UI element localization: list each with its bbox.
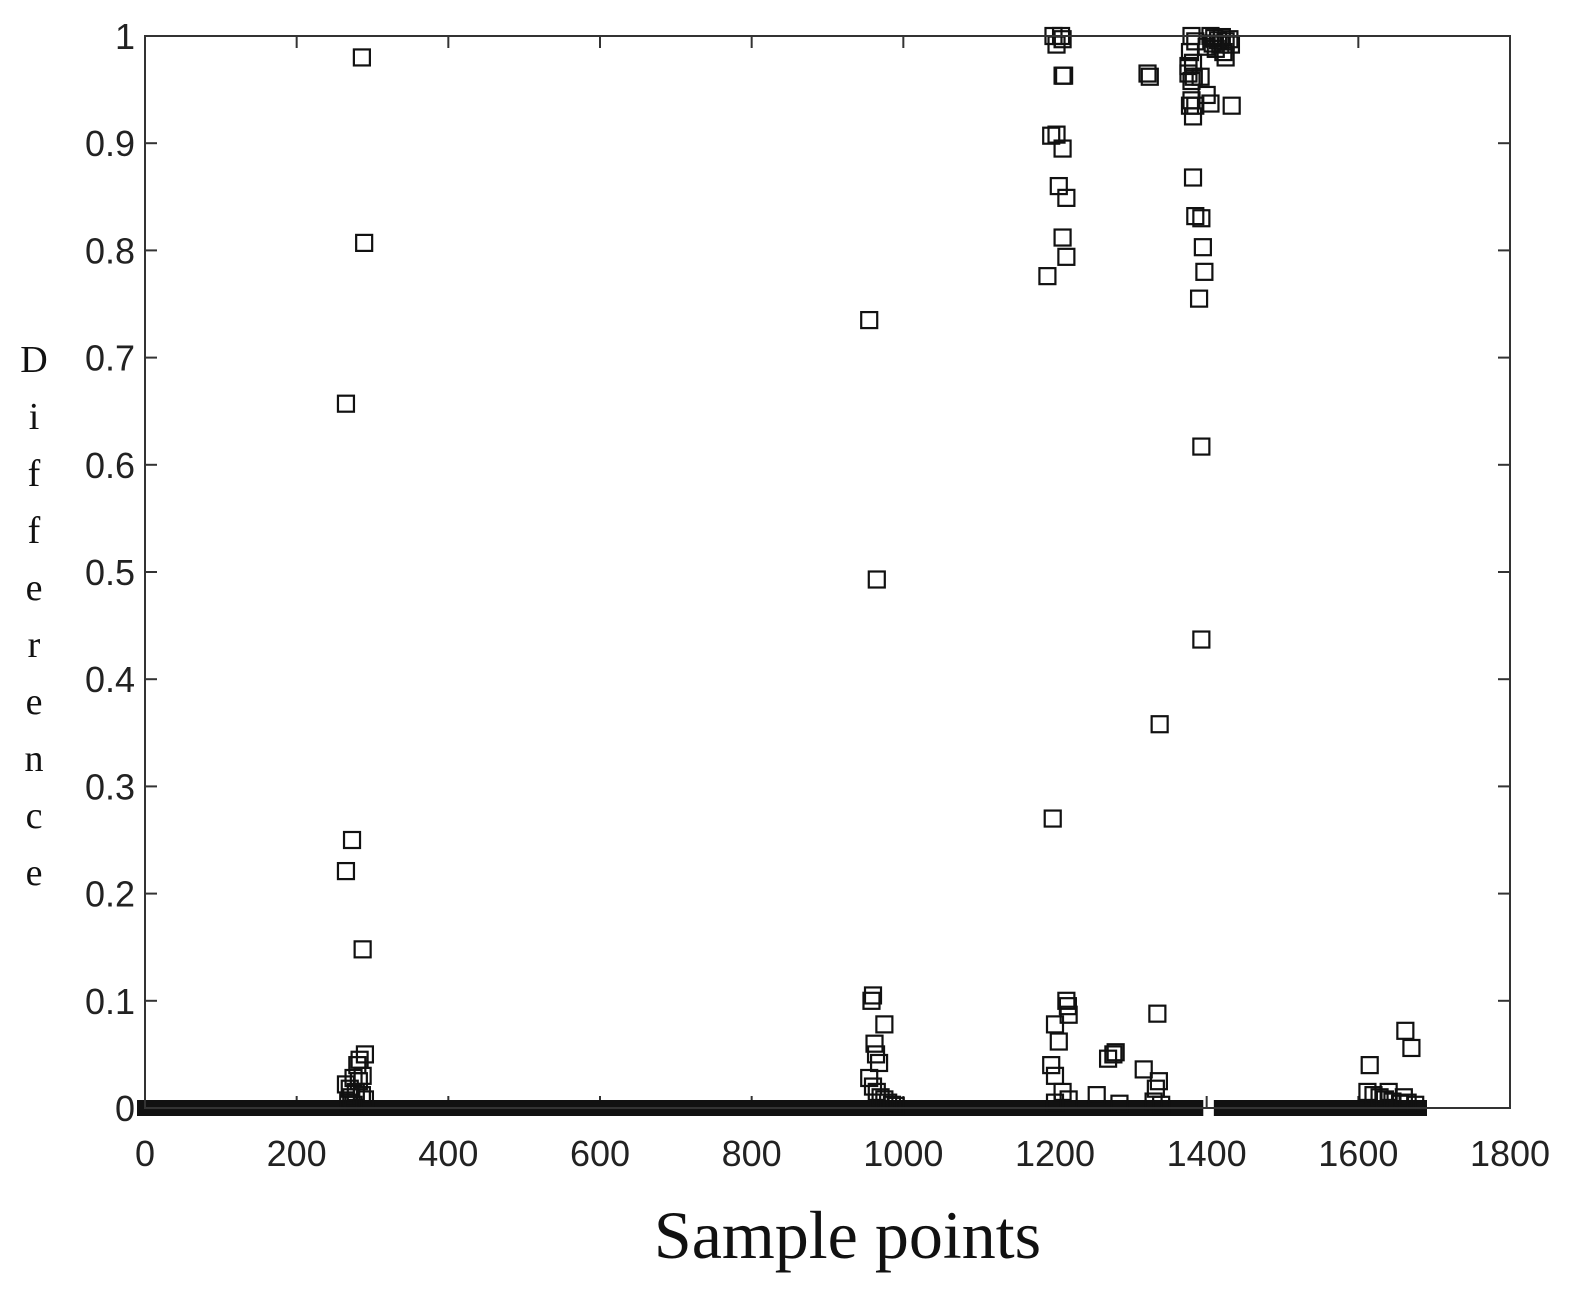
y-axis-title-char: e (26, 567, 43, 609)
y-tick-label: 0.1 (85, 981, 135, 1022)
data-point (1183, 107, 1203, 126)
data-point (1053, 228, 1072, 247)
data-point (1193, 238, 1212, 257)
data-point (355, 233, 374, 252)
data-point (886, 1096, 905, 1115)
y-tick-label: 0 (115, 1088, 135, 1129)
data-point (344, 1095, 363, 1114)
data-point (352, 48, 371, 67)
x-tick-label: 200 (267, 1133, 327, 1174)
x-tick-label: 1600 (1318, 1133, 1398, 1174)
data-point (1045, 1093, 1065, 1112)
data-point (1152, 1095, 1171, 1114)
y-axis-title-char: e (26, 852, 43, 894)
data-point (1057, 991, 1076, 1010)
y-axis-title-char: f (28, 453, 41, 495)
data-point (1057, 247, 1076, 266)
data-point (1192, 630, 1211, 649)
y-tick-label: 0.6 (85, 445, 135, 486)
data-point (1406, 1095, 1425, 1114)
data-point (1047, 125, 1066, 144)
data-point (863, 986, 883, 1005)
data-point (1042, 1056, 1061, 1075)
data-point (1192, 209, 1211, 228)
data-point (1049, 1032, 1068, 1051)
data-point (1150, 715, 1169, 734)
data-point (860, 310, 879, 330)
data-point (1106, 1043, 1125, 1062)
y-tick-label: 0.5 (85, 552, 135, 593)
data-point (1183, 168, 1203, 187)
data-point (865, 1034, 884, 1053)
y-tick-label: 0.9 (85, 123, 135, 164)
y-tick-label: 0.8 (85, 230, 135, 271)
data-point (1110, 1094, 1129, 1113)
data-point (1134, 1060, 1153, 1079)
data-point (1179, 64, 1198, 83)
data-point (1059, 1005, 1078, 1024)
data-point (1186, 206, 1205, 226)
x-tick-label: 1000 (863, 1133, 943, 1174)
data-point (1057, 188, 1076, 207)
data-point (1038, 267, 1057, 286)
data-point (1053, 139, 1072, 158)
x-tick-label: 400 (418, 1133, 478, 1174)
data-point (875, 1015, 894, 1034)
y-axis-title-char: r (28, 624, 41, 666)
data-point (862, 991, 881, 1010)
plot-frame (144, 35, 1511, 1109)
data-point (1192, 437, 1211, 456)
y-axis-title-char: c (26, 795, 43, 837)
data-point (1216, 48, 1235, 67)
data-point (1201, 94, 1220, 113)
y-axis-title-char: e (26, 681, 43, 723)
data-point (336, 861, 356, 881)
data-point (1140, 67, 1159, 86)
data-point (1138, 64, 1157, 83)
data-point (342, 830, 362, 850)
data-point (869, 1053, 889, 1073)
data-point (336, 394, 356, 413)
y-tick-label: 0.7 (85, 338, 135, 379)
y-axis-title-char: i (29, 396, 40, 438)
y-tick-label: 0.3 (85, 766, 135, 807)
x-tick-label: 1800 (1470, 1133, 1550, 1174)
labels-layer: 0 200 400 600 800 1000 1200 1400 1600 1800 0 0.1 0.2… (85, 16, 1550, 1174)
data-point (1222, 96, 1241, 115)
x-tick-label: 1400 (1167, 1133, 1247, 1174)
data-point (1195, 262, 1214, 281)
x-tick-label: 1200 (1015, 1133, 1095, 1174)
data-point (867, 570, 886, 589)
y-axis-title-char: f (28, 510, 41, 552)
data-point (1360, 1056, 1379, 1075)
data-point (1396, 1021, 1415, 1040)
data-point (1087, 1086, 1106, 1105)
data-point (1104, 1045, 1123, 1064)
data-point (1148, 1004, 1167, 1023)
x-tick-label: 0 (135, 1133, 155, 1174)
x-tick-label: 800 (722, 1133, 782, 1174)
data-point (1358, 1082, 1377, 1102)
x-axis-title: Sample points (654, 1197, 1041, 1273)
data-point (1191, 67, 1210, 86)
data-point (1402, 1038, 1421, 1058)
data-point (1043, 809, 1062, 828)
y-tick-label: 0.2 (85, 874, 135, 915)
data-point (339, 1093, 358, 1112)
y-tick-label: 1 (115, 16, 135, 57)
data-point (1053, 30, 1072, 49)
y-tick-label: 0.4 (85, 659, 135, 700)
x-tick-label: 600 (570, 1133, 630, 1174)
data-point (353, 940, 372, 959)
y-axis-title-char: n (25, 738, 44, 780)
data-point (1045, 1015, 1065, 1034)
data-point (1220, 30, 1239, 49)
y-axis-title-char: D (20, 339, 47, 381)
data-point (1189, 289, 1209, 308)
data-point (1054, 66, 1074, 85)
